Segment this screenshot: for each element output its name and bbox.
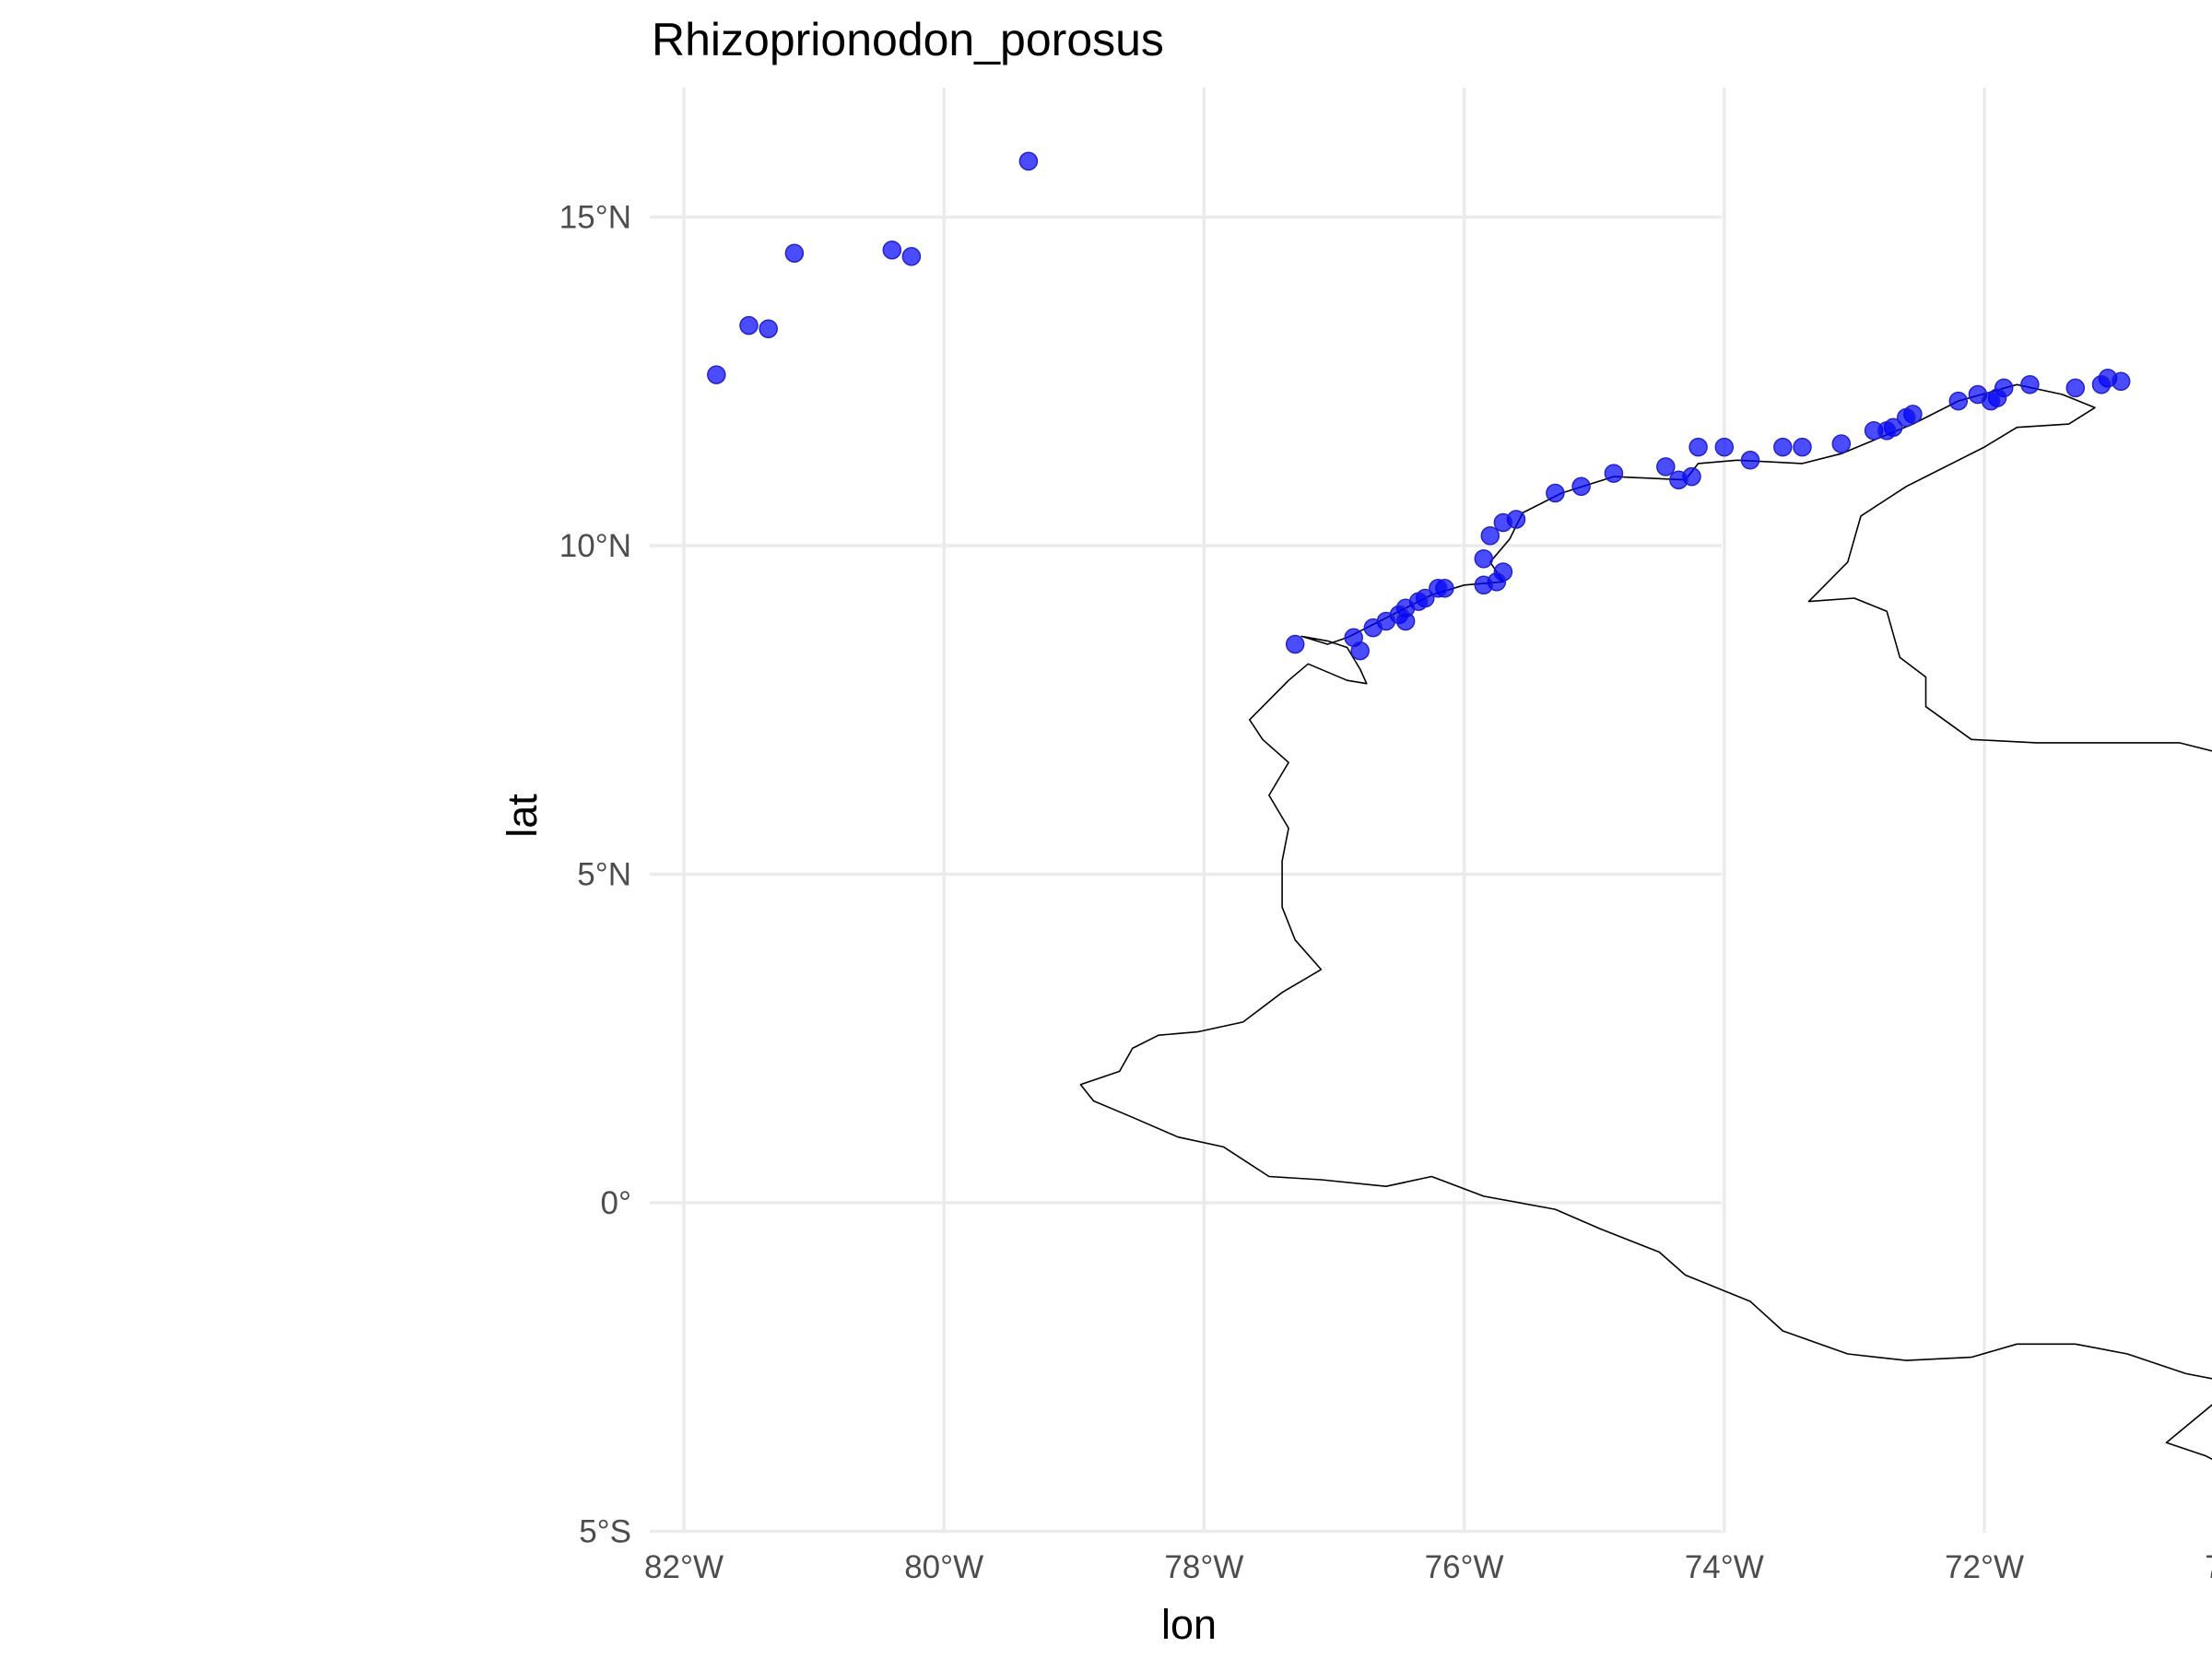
occurrence-point-0	[1018, 151, 1039, 171]
x-tick-label-3: 76°W	[1425, 1549, 1504, 1585]
occurrence-point-32	[1571, 477, 1591, 497]
occurrence-point-27	[1688, 437, 1708, 457]
x-tick-label-4: 74°W	[1685, 1549, 1764, 1585]
country-outline-layer	[1079, 383, 2212, 1460]
y-axis-title: lat	[499, 794, 546, 838]
y-tick-label-4: 5°S	[579, 1514, 631, 1550]
occurrence-point-11	[2020, 375, 2040, 394]
occurrence-point-40	[1474, 575, 1494, 595]
occurrence-point-49	[1363, 618, 1383, 638]
occurrence-point-2	[882, 240, 902, 260]
occurrence-point-6	[707, 365, 726, 384]
y-tick-label-3: 0°	[601, 1185, 631, 1221]
occurrence-point-35	[1493, 512, 1513, 533]
x-tick-label-0: 82°W	[644, 1549, 724, 1585]
y-axis-ticks: 15°N 10°N 5°N 0° 5°S	[559, 200, 631, 1550]
occurrence-point-1	[784, 243, 805, 263]
occurrence-point-16	[1981, 391, 2001, 411]
x-tick-label-2: 78°W	[1164, 1549, 1243, 1585]
occurrence-point-3	[901, 247, 922, 266]
x-tick-label-6: 70°W	[2205, 1549, 2212, 1585]
occurrence-point-31	[1604, 464, 1624, 483]
occurrence-point-30	[1656, 457, 1676, 477]
gridlines	[650, 88, 1986, 1534]
occurrence-point-36	[1480, 526, 1500, 546]
y-tick-label-0: 15°N	[559, 200, 631, 236]
occurrence-point-24	[1773, 437, 1793, 457]
occurrence-point-51	[1350, 641, 1370, 661]
occurrence-point-23	[1793, 437, 1812, 457]
occurrence-point-15	[1948, 391, 1969, 411]
occurrence-point-21	[1877, 420, 1897, 441]
occurrence-points	[707, 151, 2131, 661]
occurrence-point-4	[739, 315, 759, 335]
occurrence-point-10	[2065, 378, 2086, 398]
x-axis-title: lon	[1161, 1601, 1217, 1648]
y-tick-label-2: 5°N	[577, 857, 631, 893]
occurrence-point-48	[1395, 611, 1416, 631]
x-axis-ticks: 82°W80°W78°W76°W74°W72°W70°W68°W	[644, 1549, 2212, 1585]
x-tick-label-1: 80°W	[904, 1549, 983, 1585]
occurrence-point-52	[1285, 634, 1305, 654]
occurrence-point-22	[1831, 434, 1852, 453]
occurrence-point-37	[1474, 549, 1494, 569]
occurrence-point-5	[759, 319, 778, 338]
occurrence-point-29	[1669, 470, 1688, 489]
occurrence-point-18	[1897, 407, 1916, 428]
occurrence-point-42	[1429, 579, 1448, 598]
occurrence-point-9	[2091, 375, 2112, 394]
occurrence-point-8	[2111, 371, 2131, 392]
occurrence-point-26	[1714, 437, 1735, 457]
occurrence-point-33	[1546, 483, 1565, 503]
chart-title: Rhizoprionodon_porosus	[652, 14, 1164, 65]
y-tick-label-1: 10°N	[559, 528, 631, 564]
country-outline	[1079, 383, 2212, 1460]
occurrence-point-25	[1740, 451, 1760, 470]
x-tick-label-5: 72°W	[1945, 1549, 2024, 1585]
